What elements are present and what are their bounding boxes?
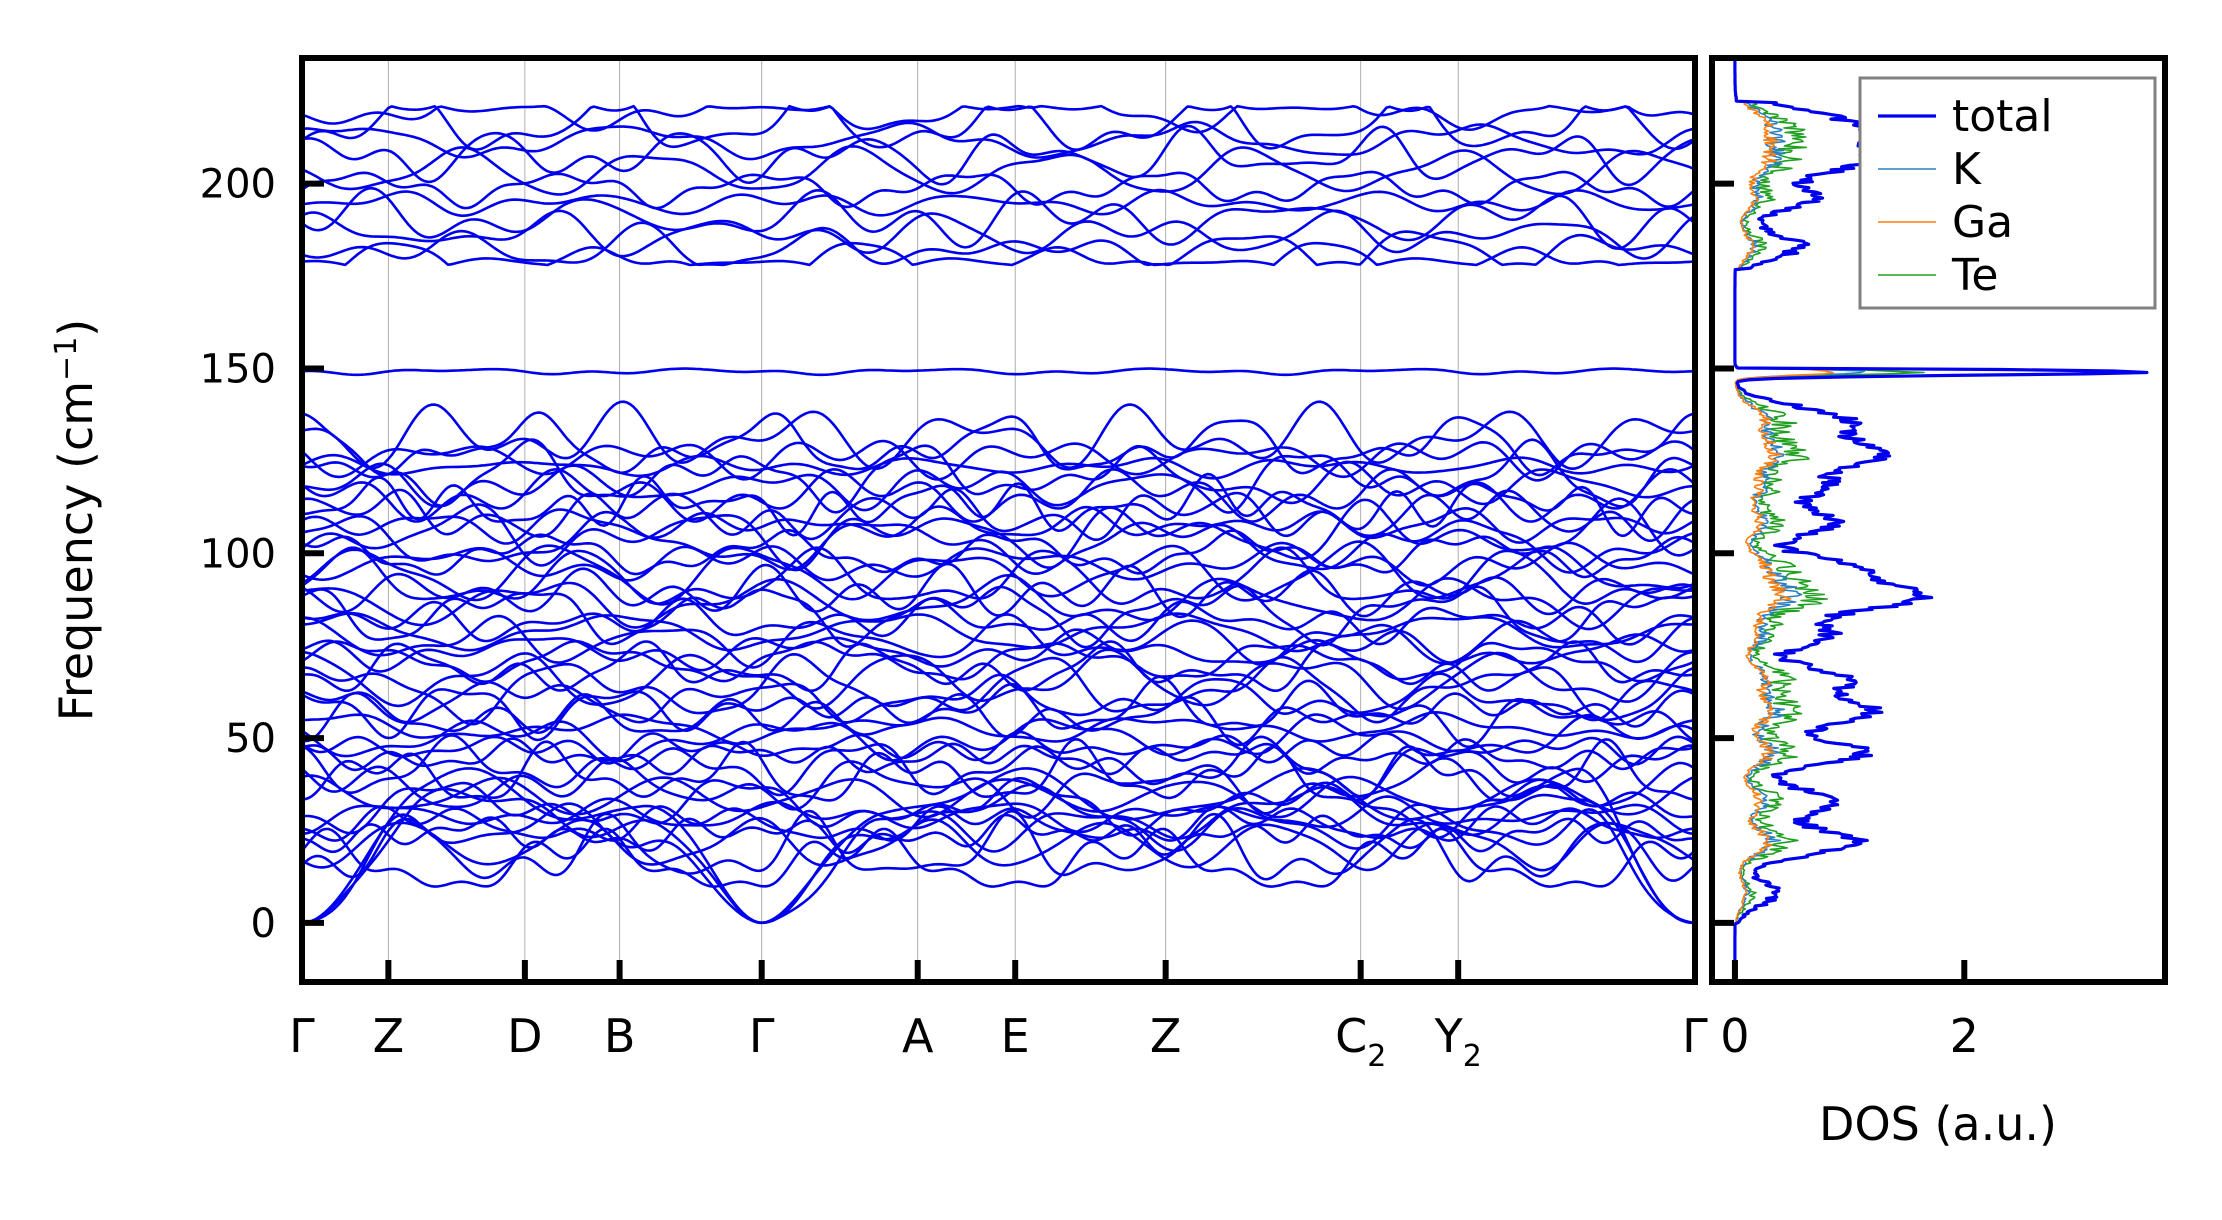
phonon-branch — [300, 540, 1697, 606]
frequency-axis-label: Frequency (cm−1) — [49, 319, 103, 722]
phonon-branch — [300, 170, 1697, 210]
phonon-branch — [300, 439, 1697, 482]
dos-curve-te — [1734, 58, 1925, 982]
phonon-branch — [300, 805, 1697, 842]
kpath-tick-label: Y2 — [1434, 1009, 1482, 1074]
phonon-branch — [300, 188, 1697, 217]
legend-label-ga: Ga — [1952, 197, 2013, 248]
kpath-tick-label: E — [1001, 1009, 1030, 1063]
band-high-symmetry-lines — [387, 58, 1459, 982]
dos-axis-label: DOS (a.u.) — [1819, 1097, 2057, 1151]
frequency-axis-ticks: 0 50 100 150 200 — [200, 162, 324, 947]
dos-axis-ticks — [1731, 960, 1968, 982]
phonon-branch — [300, 541, 1697, 587]
phonon-branch — [300, 640, 1697, 692]
frequency-tick-label: 0 — [251, 901, 276, 947]
band-panel-frame — [299, 55, 1698, 985]
frequency-tick-label: 50 — [225, 716, 276, 762]
kpath-tick-label: B — [604, 1009, 636, 1063]
phonon-branch — [300, 438, 1697, 514]
dos-panel-frame — [1709, 55, 2168, 985]
phonon-branch — [300, 510, 1697, 575]
legend-label-total: total — [1952, 91, 2053, 142]
phonon-branch — [300, 756, 1697, 819]
phonon-branch — [300, 802, 1697, 925]
phonon-branch — [300, 648, 1697, 711]
phonon-branch — [300, 505, 1697, 545]
kpath-tick-label: Γ — [1682, 1009, 1708, 1063]
dos-curve-k — [1734, 58, 1866, 982]
phonon-branch — [300, 562, 1697, 619]
phonon-branch — [300, 691, 1697, 749]
phonon-branch — [300, 468, 1697, 523]
dos-tick-label: 0 — [1720, 1009, 1749, 1063]
phonon-branch — [300, 675, 1697, 742]
kpath-tick-label: D — [507, 1009, 542, 1063]
dos-tick-label: 2 — [1950, 1009, 1979, 1063]
dos-curve-ga — [1734, 58, 1834, 982]
phonon-branch — [300, 241, 1697, 267]
kpath-tick-labels: Γ Z D B Γ A E Z C2 Y2 Γ — [289, 1009, 1708, 1074]
dos-curves — [1733, 57, 2149, 983]
frequency-tick-label: 200 — [200, 162, 276, 208]
phonon-branch — [300, 738, 1697, 802]
phonon-branch — [300, 827, 1697, 888]
phonon-branch — [300, 628, 1697, 673]
phonon-branch — [300, 104, 1697, 134]
phonon-branch — [300, 774, 1697, 819]
phonon-branch — [300, 734, 1697, 798]
phonon-branch — [300, 221, 1697, 267]
phonon-branch — [300, 672, 1697, 724]
phonon-branch — [300, 574, 1697, 631]
phonon-branch — [300, 611, 1697, 653]
frequency-tick-label: 150 — [200, 346, 276, 392]
phonon-branch — [300, 367, 1697, 377]
legend-label-k: K — [1952, 144, 1982, 195]
kpath-axis-ticks — [299, 960, 1698, 982]
dos-curve-total — [1733, 57, 2149, 983]
phonon-branch — [300, 411, 1697, 477]
kpath-tick-label: Γ — [749, 1009, 775, 1063]
phonon-branch — [300, 145, 1697, 196]
kpath-tick-label: A — [902, 1009, 934, 1063]
phonon-branch — [300, 120, 1697, 161]
phonon-branch — [300, 209, 1697, 260]
phonon-branch — [300, 453, 1697, 480]
phonon-branch — [300, 809, 1697, 883]
phonon-branch — [300, 472, 1697, 538]
kpath-tick-label: Γ — [289, 1009, 315, 1063]
phonon-branch — [300, 711, 1697, 745]
phonon-branch — [300, 813, 1697, 856]
band-structure-panel: 0 50 100 150 200 — [200, 55, 1698, 985]
phonon-branch — [300, 795, 1697, 836]
phonon-branch — [300, 613, 1697, 669]
phonon-branch — [300, 400, 1697, 470]
dos-frequency-ticks — [1712, 180, 1734, 926]
frequency-tick-label: 100 — [200, 531, 276, 577]
band-curves — [300, 104, 1697, 925]
kpath-tick-label: C2 — [1335, 1009, 1386, 1074]
kpath-tick-label: Z — [373, 1009, 405, 1063]
phonon-branch — [300, 597, 1697, 646]
legend-label-te: Te — [1951, 250, 1998, 301]
phonon-branch — [300, 487, 1697, 542]
kpath-tick-label: Z — [1150, 1009, 1182, 1063]
phonon-branch — [300, 124, 1697, 187]
